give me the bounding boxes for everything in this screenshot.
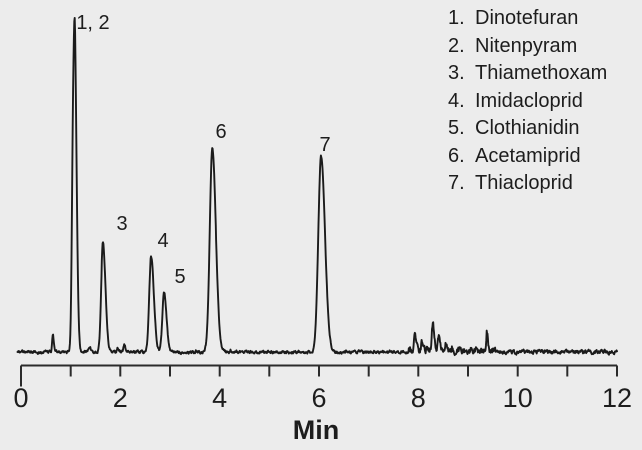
legend-item-number: 4. — [448, 89, 465, 112]
x-axis-tick-label: 6 — [311, 383, 326, 413]
legend-item-name: Acetamiprid — [475, 144, 581, 167]
legend-item-name: Thiamethoxam — [475, 62, 608, 84]
legend-item-name: Clothianidin — [475, 117, 580, 139]
legend-item: 3. Thiamethoxam — [448, 60, 607, 88]
peak-legend: 1. Dinotefuran 2. Nitenpyram 3. Thiameth… — [448, 5, 607, 198]
peak-label-3: 3 — [116, 213, 127, 235]
legend-item-name: Nitenpyram — [475, 34, 578, 57]
legend-item-name: Imidacloprid — [475, 89, 583, 112]
x-axis-tick-label: 8 — [411, 383, 426, 413]
peak-label-4: 4 — [157, 230, 168, 252]
peak-label-5: 5 — [174, 266, 185, 288]
x-axis-tick-label: 10 — [503, 383, 533, 413]
legend-item-number: 2. — [448, 34, 465, 57]
peak-label-7: 7 — [319, 134, 330, 156]
chromatogram-trace — [16, 16, 618, 357]
peak-label-1-2: 1, 2 — [76, 12, 109, 34]
legend-item: 2. Nitenpyram — [448, 33, 607, 61]
legend-item-number: 6. — [448, 144, 465, 167]
legend-item-name: Thiacloprid — [475, 172, 573, 194]
x-axis-tick-label: 4 — [212, 383, 227, 413]
legend-item: 6. Acetamiprid — [448, 143, 607, 171]
legend-item: 4. Imidacloprid — [448, 88, 607, 116]
legend-item-name: Dinotefuran — [475, 7, 579, 29]
legend-item-number: 1. — [448, 7, 465, 29]
legend-item-number: 7. — [448, 172, 465, 194]
peak-label-6: 6 — [215, 121, 226, 143]
x-axis-title: Min — [293, 415, 340, 445]
x-axis-tick-labels: 0 2 4 6 8 10 12 — [13, 383, 632, 413]
x-axis-tick-label: 0 — [13, 383, 28, 413]
legend-item: 5. Clothianidin — [448, 115, 607, 143]
x-axis-tick-label: 12 — [602, 383, 632, 413]
legend-item: 1. Dinotefuran — [448, 5, 607, 33]
legend-item: 7. Thiacloprid — [448, 170, 607, 198]
x-axis — [20, 364, 618, 387]
legend-item-number: 3. — [448, 62, 465, 84]
x-axis-tick-label: 2 — [113, 383, 128, 413]
legend-item-number: 5. — [448, 117, 465, 139]
peak-labels: 1, 2 3 4 5 6 7 — [76, 12, 330, 288]
